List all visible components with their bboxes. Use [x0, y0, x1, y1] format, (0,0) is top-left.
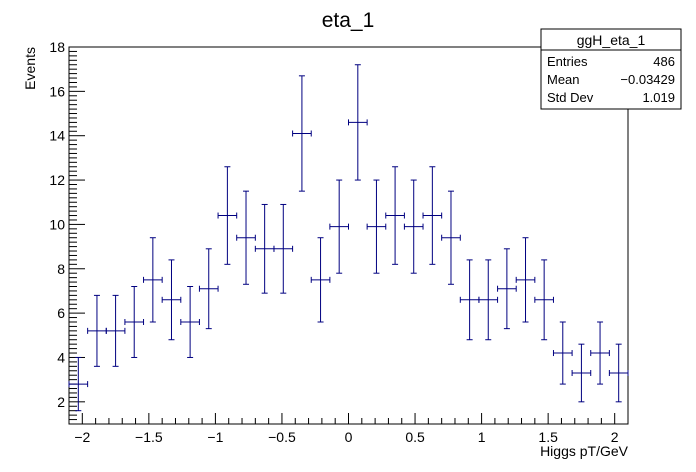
x-tick-label: 0	[345, 429, 353, 445]
x-tick-label: −0.5	[268, 429, 296, 445]
data-point	[161, 259, 182, 341]
data-point	[441, 190, 461, 285]
x-tick-label: 2	[611, 429, 619, 445]
stats-mean-value: −0.03429	[620, 72, 675, 87]
data-point	[217, 166, 238, 265]
data-point	[143, 237, 163, 323]
data-point	[273, 203, 294, 294]
data-point	[348, 64, 368, 181]
y-tick-label: 12	[49, 172, 65, 188]
data-point	[87, 294, 107, 367]
y-axis-label: Events	[22, 47, 38, 90]
stats-box: ggH_eta_1 Entries 486 Mean −0.03429 Std …	[540, 28, 682, 110]
x-tick-label: 1	[478, 429, 486, 445]
data-point	[254, 203, 275, 294]
data-point	[571, 343, 592, 403]
y-tick-label: 4	[57, 349, 65, 365]
x-tick-label: 0.5	[405, 429, 425, 445]
data-point	[385, 166, 405, 265]
x-axis: −2 −1.5 −1 −0.5 0 0.5 1 1.5 2	[68, 413, 629, 445]
data-point	[292, 75, 312, 192]
stats-box-title: ggH_eta_1	[577, 32, 646, 48]
data-point	[198, 248, 219, 330]
y-tick-label: 6	[57, 305, 65, 321]
data-point	[552, 321, 573, 385]
data-point	[422, 166, 443, 265]
y-tick-label: 18	[49, 39, 65, 55]
data-point	[329, 179, 349, 274]
chart-title: eta_1	[322, 9, 375, 32]
x-tick-label: −1.5	[135, 429, 163, 445]
data-point	[459, 259, 480, 341]
data-point	[180, 286, 200, 358]
y-tick-label: 8	[57, 261, 65, 277]
data-point	[105, 294, 126, 367]
y-tick-label: 14	[49, 128, 65, 144]
data-point	[236, 190, 256, 285]
data-point	[68, 356, 89, 412]
x-tick-label: −2	[74, 429, 90, 445]
data-point	[403, 179, 424, 274]
data-points	[68, 64, 629, 412]
data-point	[124, 286, 145, 358]
stats-box-frame	[540, 28, 682, 110]
data-point	[590, 321, 610, 385]
y-tick-label: 2	[57, 394, 65, 410]
stats-entries-value: 486	[653, 54, 675, 69]
y-axis: 2 4 6 8 10 12 14 16 18	[49, 39, 85, 425]
stats-entries-label: Entries	[547, 54, 588, 69]
x-tick-label: −1	[207, 429, 223, 445]
stats-stddev-label: Std Dev	[547, 90, 594, 105]
data-point	[366, 179, 387, 274]
data-point	[515, 237, 536, 323]
x-axis-label: Higgs pT/GeV	[540, 443, 629, 459]
y-tick-label: 10	[49, 216, 65, 232]
stats-mean-label: Mean	[547, 72, 580, 87]
x-tick-label: 1.5	[538, 429, 558, 445]
data-point	[534, 259, 554, 341]
data-point	[310, 237, 331, 323]
y-tick-label: 16	[49, 83, 65, 99]
data-point	[608, 343, 629, 403]
data-point	[478, 259, 499, 341]
data-point	[497, 248, 517, 330]
stats-stddev-value: 1.019	[642, 90, 675, 105]
